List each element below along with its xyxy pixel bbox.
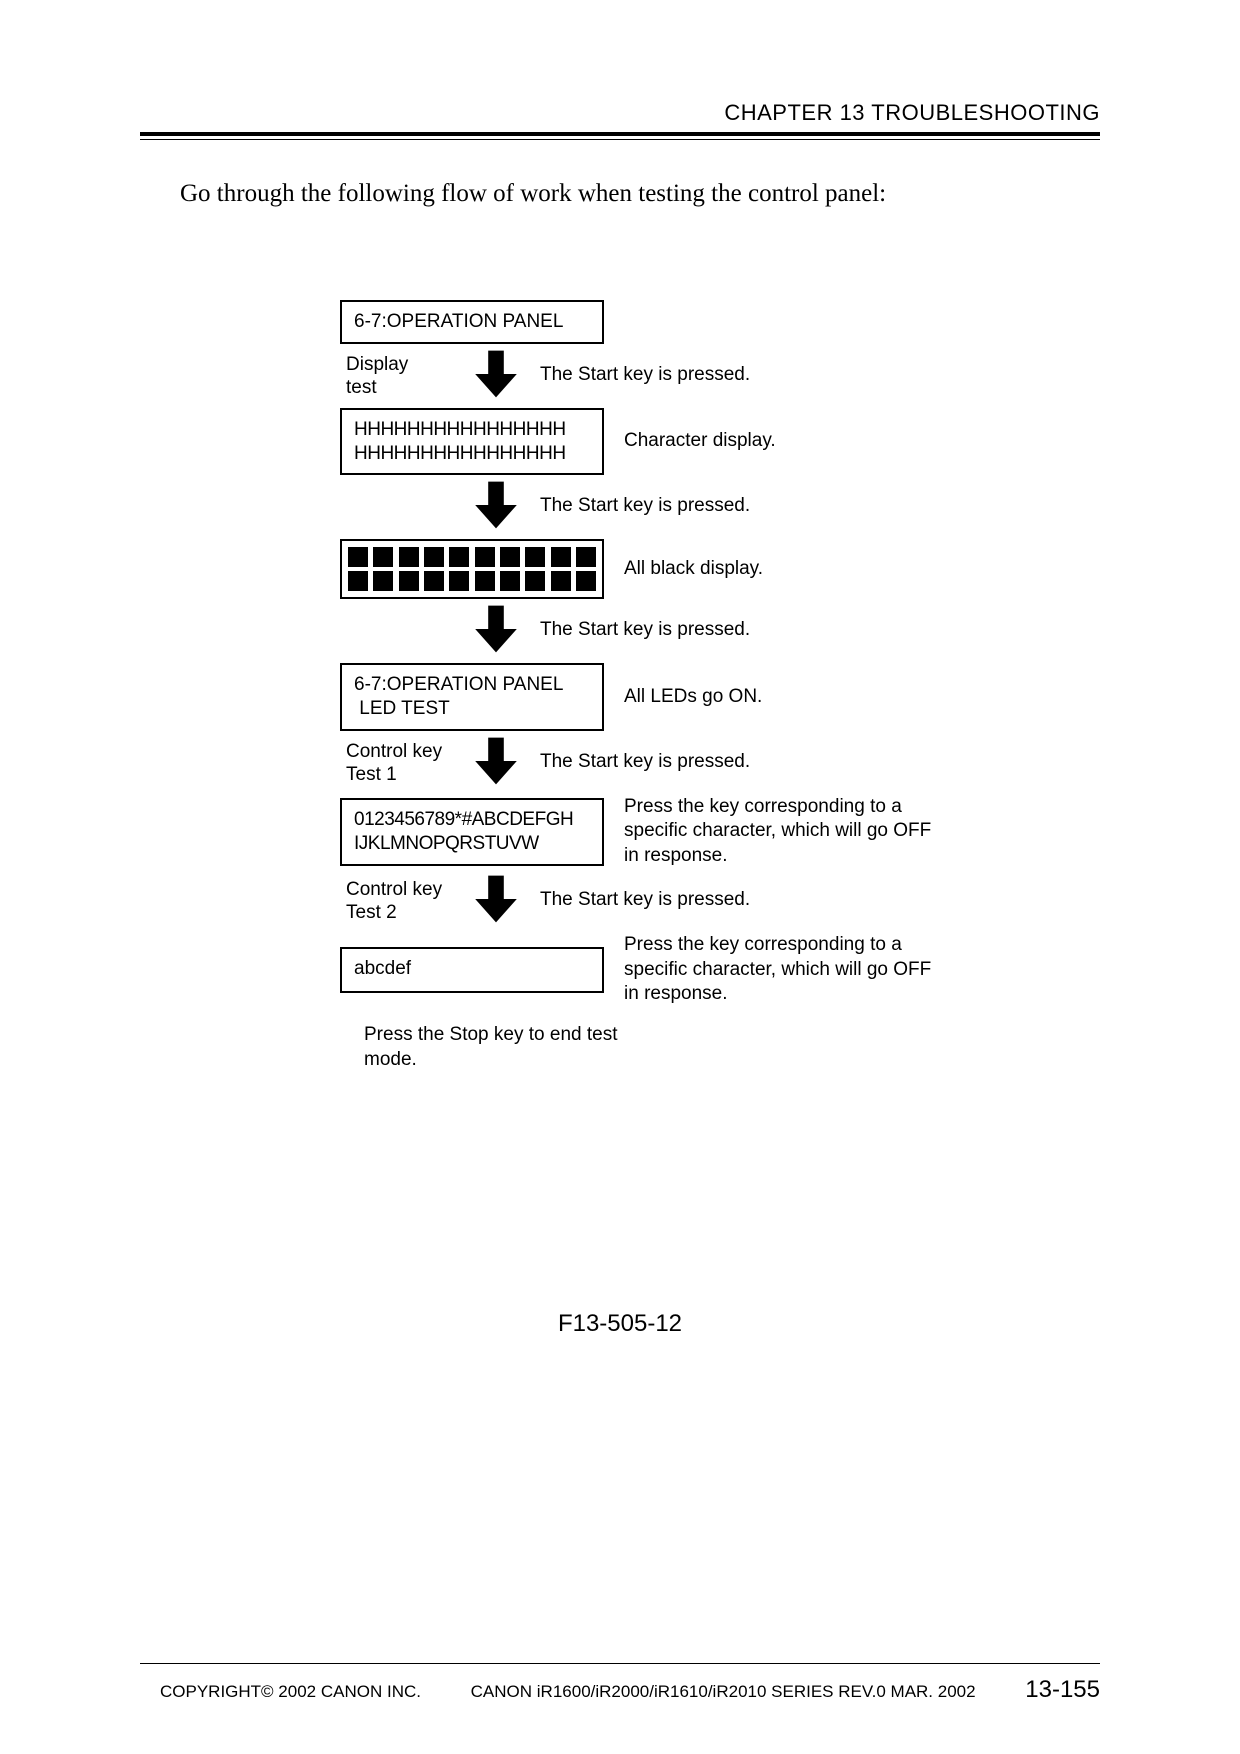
desc-2: Character display. <box>624 429 776 454</box>
black-square <box>399 547 419 567</box>
desc-6: Press the key corresponding to a specifi… <box>624 933 934 1007</box>
arrow4-right-label: The Start key is pressed. <box>540 751 750 773</box>
desc-5: Press the key corresponding to a specifi… <box>624 795 934 869</box>
black-square <box>399 571 419 591</box>
footer-rule <box>140 1663 1100 1664</box>
black-square <box>475 547 495 567</box>
black-square <box>424 571 444 591</box>
footer-page: 13-155 <box>1025 1676 1100 1704</box>
black-square <box>525 571 545 591</box>
black-square <box>576 547 596 567</box>
arrow2-right-label: The Start key is pressed. <box>540 495 750 517</box>
flow-box-5: 0123456789*#ABCDEFGH IJKLMNOPQRSTUVW <box>340 798 604 866</box>
flow-box-6: abcdef <box>340 947 604 993</box>
black-square <box>348 571 368 591</box>
black-square <box>525 547 545 567</box>
footer-center: CANON iR1600/iR2000/iR1610/iR2010 SERIES… <box>471 1682 976 1702</box>
arrow1-left-label: Display test <box>346 354 408 400</box>
desc-4: All LEDs go ON. <box>624 685 762 710</box>
black-square <box>373 547 393 567</box>
black-square <box>551 547 571 567</box>
chapter-header: CHAPTER 13 TROUBLESHOOTING <box>724 100 1100 126</box>
footer: COPYRIGHT© 2002 CANON INC. CANON iR1600/… <box>160 1676 1100 1704</box>
arrow5-left-label: Control key Test 2 <box>346 879 442 925</box>
box2-line2: HHHHHHHHHHHHHHHH <box>354 442 590 466</box>
footer-copyright: COPYRIGHT© 2002 CANON INC. <box>160 1682 421 1702</box>
down-arrow-icon <box>470 348 522 400</box>
arrow5-right-label: The Start key is pressed. <box>540 889 750 911</box>
arrow4-left-label: Control key Test 1 <box>346 741 442 787</box>
flow-box-1: 6-7:OPERATION PANEL <box>340 300 604 344</box>
down-arrow-icon <box>470 735 522 787</box>
black-square <box>449 571 469 591</box>
arrow3-right-label: The Start key is pressed. <box>540 619 750 641</box>
down-arrow-icon <box>470 873 522 925</box>
box4-line2: LED TEST <box>354 697 590 721</box>
down-arrow-icon <box>470 603 522 655</box>
box5-line1: 0123456789*#ABCDEFGH <box>354 808 590 832</box>
desc-3: All black display. <box>624 557 763 582</box>
end-note: Press the Stop key to end test mode. <box>364 1023 624 1072</box>
arrow1-right-label: The Start key is pressed. <box>540 364 750 386</box>
black-square <box>424 547 444 567</box>
black-square <box>551 571 571 591</box>
black-square <box>576 571 596 591</box>
black-square <box>348 547 368 567</box>
figure-label: F13-505-12 <box>0 1310 1240 1338</box>
intro-text: Go through the following flow of work wh… <box>180 180 886 208</box>
down-arrow-icon <box>470 479 522 531</box>
flow-diagram: 6-7:OPERATION PANEL Display test The Sta… <box>340 300 960 1072</box>
box2-line1: HHHHHHHHHHHHHHHH <box>354 418 590 442</box>
black-square <box>475 571 495 591</box>
black-square <box>500 547 520 567</box>
black-square <box>449 547 469 567</box>
flow-box-black <box>340 539 604 599</box>
box4-line1: 6-7:OPERATION PANEL <box>354 673 590 697</box>
black-square <box>500 571 520 591</box>
flow-box-2: HHHHHHHHHHHHHHHH HHHHHHHHHHHHHHHH <box>340 408 604 476</box>
header-rule <box>140 132 1100 140</box>
flow-box-4: 6-7:OPERATION PANEL LED TEST <box>340 663 604 731</box>
box5-line2: IJKLMNOPQRSTUVW <box>354 832 590 856</box>
black-square <box>373 571 393 591</box>
